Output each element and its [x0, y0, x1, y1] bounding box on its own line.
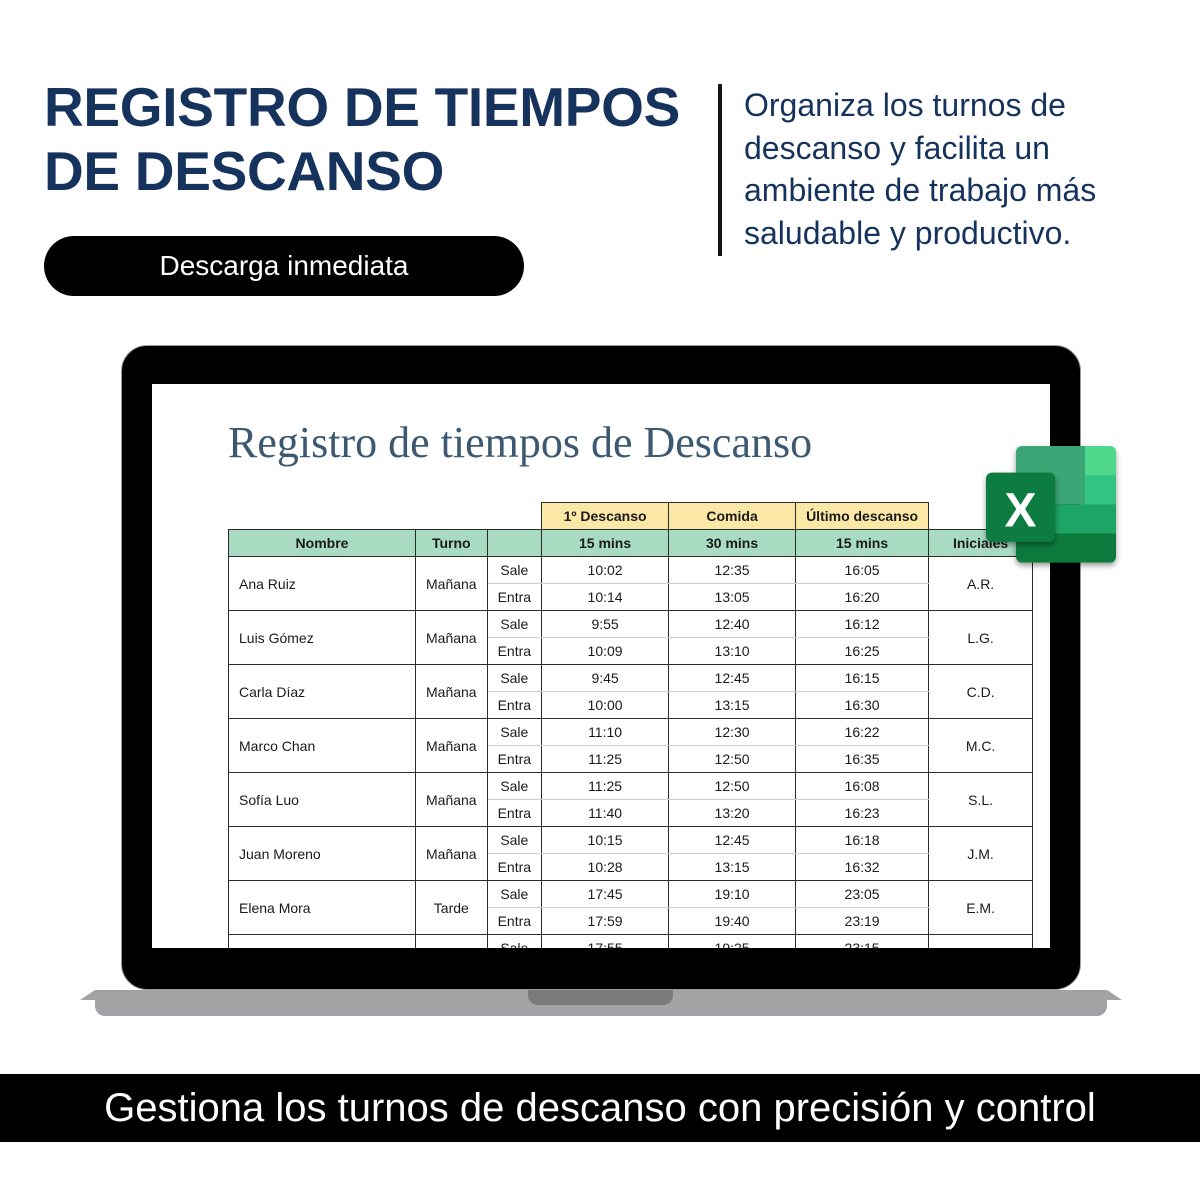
svg-text:X: X — [1004, 484, 1036, 537]
